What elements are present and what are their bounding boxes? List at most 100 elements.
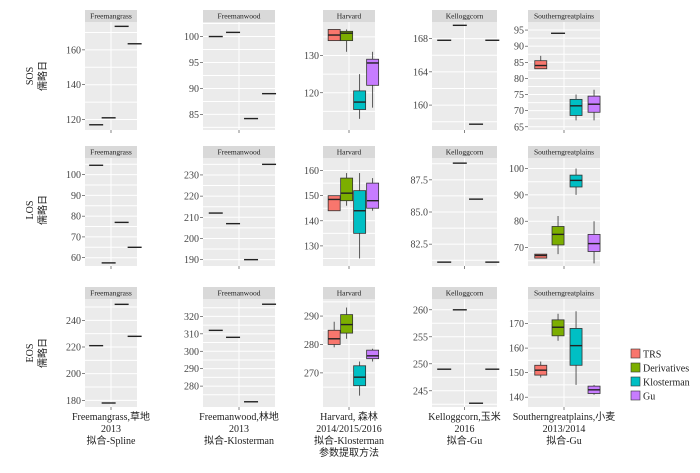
panel-strip-label: Freemanwood [218, 289, 261, 298]
box-klosterman [569, 98, 583, 116]
panel-strip-label: Freemanwood [218, 12, 261, 21]
row-label-unit: 儒略日 [36, 195, 49, 225]
panel-strip [85, 287, 137, 299]
box-trs [534, 60, 548, 70]
y-tick-label: 300 [184, 347, 199, 358]
y-tick-label: 100 [66, 170, 81, 181]
y-tick-label: 100 [184, 32, 199, 43]
box-klosterman [353, 190, 367, 234]
y-tick-label: 70 [514, 106, 524, 117]
y-tick-label: 230 [184, 170, 199, 181]
legend-label: Klosterman [643, 378, 690, 389]
panel-harvard-row0: Harvard 120 130 [304, 10, 380, 133]
y-tick-label: 90 [514, 42, 524, 53]
y-tick-label: 190 [184, 255, 199, 266]
y-tick-label: 87.5 [411, 175, 429, 186]
y-tick-label: 310 [184, 329, 199, 340]
y-tick-label: 200 [66, 369, 81, 380]
panel-strip [432, 10, 497, 22]
panel-harvard-row1: Harvard 130 140 150 160 [304, 146, 380, 269]
column-label-line: 2014/2015/2016 [316, 424, 382, 435]
y-tick-label: 220 [184, 192, 199, 203]
column-label-line: 拟合-Klosterman [204, 434, 274, 447]
panel-southerngreatplains-row1: Southerngreatplains 70 80 90 100 [509, 146, 601, 269]
y-tick-label: 80 [514, 217, 524, 228]
column-label-line: Freemangrass,草地 [72, 410, 150, 423]
panel-strip-label: Kelloggcorn [446, 12, 484, 21]
box-gu [366, 182, 380, 209]
column-label-line: Kelloggcorn,玉米 [428, 410, 501, 423]
y-tick-label: 290 [184, 364, 199, 375]
row-label-metric: EOS [25, 344, 36, 363]
column-label-2: Harvard, 森林2014/2015/2016拟合-Klosterman参数… [314, 410, 384, 459]
legend: TRS Derivatives Klosterman Gu [630, 348, 690, 403]
y-tick-label: 70 [71, 232, 81, 243]
y-tick-label: 130 [304, 241, 319, 252]
column-label-line: Freemanwood,林地 [199, 410, 279, 423]
panel-southerngreatplains-row2: Southerngreatplains 140 150 160 170 [509, 287, 601, 410]
y-tick-label: 150 [509, 368, 524, 379]
panel-strip [323, 287, 375, 299]
panel-strip-label: Kelloggcorn [446, 148, 484, 157]
y-tick-label: 280 [304, 340, 319, 351]
y-tick-label: 200 [184, 234, 199, 245]
y-tick-label: 164 [413, 67, 428, 78]
panel-freemangrass-row2: Freemangrass 180 200 220 240 [66, 287, 142, 410]
box-klosterman [569, 328, 583, 366]
box-trs [327, 329, 341, 345]
box-gu [366, 349, 380, 360]
panel-strip-label: Harvard [337, 148, 362, 157]
column-label-line: Southerngreatplains,小麦 [513, 411, 615, 423]
column-label-line: Harvard, 森林 [320, 410, 378, 423]
panel-strip [528, 287, 600, 299]
y-tick-label: 130 [304, 51, 319, 62]
y-tick-label: 240 [66, 316, 81, 327]
y-tick-label: 210 [184, 213, 199, 224]
y-tick-label: 160 [413, 101, 428, 112]
row-label-sos: SOS 儒略日 [25, 61, 49, 91]
y-tick-label: 168 [413, 34, 428, 45]
legend-label: Derivatives [643, 364, 689, 375]
legend-swatch-gu [630, 390, 641, 401]
y-tick-label: 140 [66, 80, 81, 91]
column-label-line: 2013 [101, 424, 121, 435]
panel-freemanwood-row1: Freemanwood 190 200 210 220 230 [184, 146, 277, 269]
y-tick-label: 95 [514, 26, 524, 37]
panel-strip [323, 146, 375, 158]
panel-freemangrass-row1: Freemangrass 60 70 80 90 100 [66, 146, 142, 269]
y-tick-label: 120 [66, 115, 81, 126]
panel-strip [432, 146, 497, 158]
panel-strip-label: Freemangrass [90, 289, 132, 298]
box-gu [366, 58, 380, 86]
panel-strip [203, 287, 275, 299]
box-klosterman [353, 365, 367, 387]
y-tick-label: 160 [509, 344, 524, 355]
panel-strip [528, 10, 600, 22]
panel-strip [85, 10, 137, 22]
y-tick-label: 270 [304, 368, 319, 379]
y-tick-label: 260 [413, 305, 428, 316]
y-tick-label: 255 [413, 332, 428, 343]
y-tick-label: 82.5 [411, 240, 429, 251]
row-label-eos: EOS 儒略日 [25, 338, 49, 368]
panel-kelloggcorn-row2: Kelloggcorn 245 250 255 260 [413, 287, 500, 410]
legend-label: TRS [643, 350, 661, 361]
y-tick-label: 250 [413, 359, 428, 370]
box-derivatives [551, 226, 565, 246]
row-label-los: LOS 儒略日 [25, 195, 49, 225]
panel-strip-label: Freemangrass [90, 148, 132, 157]
panel-freemanwood-row0: Freemanwood 85 90 95 100 [184, 10, 277, 133]
panel-strip-label: Southerngreatplains [534, 148, 594, 157]
y-tick-label: 90 [71, 191, 81, 202]
y-tick-label: 100 [509, 164, 524, 175]
panel-strip [323, 10, 375, 22]
panel-kelloggcorn-row1: Kelloggcorn 82.5 85.0 87.5 [411, 146, 500, 269]
panel-kelloggcorn-row0: Kelloggcorn 160 164 168 [413, 10, 500, 133]
y-tick-label: 245 [413, 386, 428, 397]
y-tick-label: 85.0 [411, 208, 429, 219]
y-tick-label: 150 [304, 191, 319, 202]
